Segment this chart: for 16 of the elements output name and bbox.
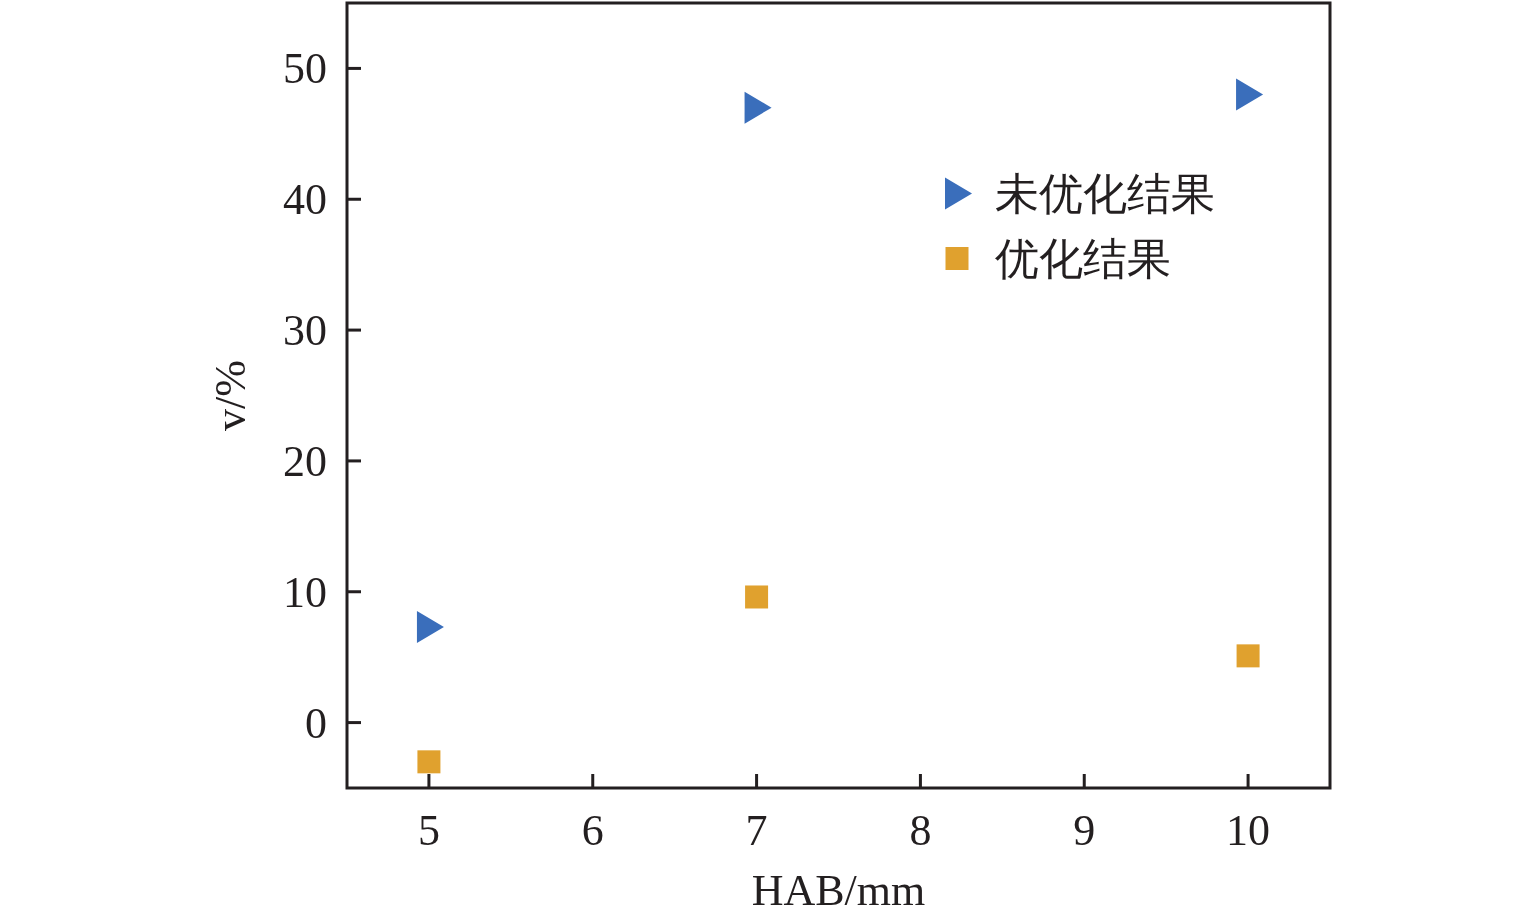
x-tick-label: 10 xyxy=(1226,806,1271,855)
y-tick-label: 50 xyxy=(283,44,327,94)
legend-label: 未优化结果 xyxy=(995,169,1215,219)
x-axis-title: HAB/mm xyxy=(751,866,926,915)
x-tick-label: 9 xyxy=(1073,806,1096,855)
x-tick-label: 7 xyxy=(745,806,768,855)
y-tick-label: 10 xyxy=(283,567,327,617)
legend-label: 优化结果 xyxy=(995,234,1171,284)
y-tick-label: 40 xyxy=(283,175,327,225)
y-tick-label: 0 xyxy=(305,698,327,748)
y-tick-label: 30 xyxy=(283,306,327,356)
y-tick-label: 20 xyxy=(283,436,327,486)
y-axis-title: v/% xyxy=(206,360,255,431)
x-tick-label: 8 xyxy=(909,806,932,855)
x-tick-label: 5 xyxy=(417,806,440,855)
x-tick-label: 6 xyxy=(581,806,604,855)
